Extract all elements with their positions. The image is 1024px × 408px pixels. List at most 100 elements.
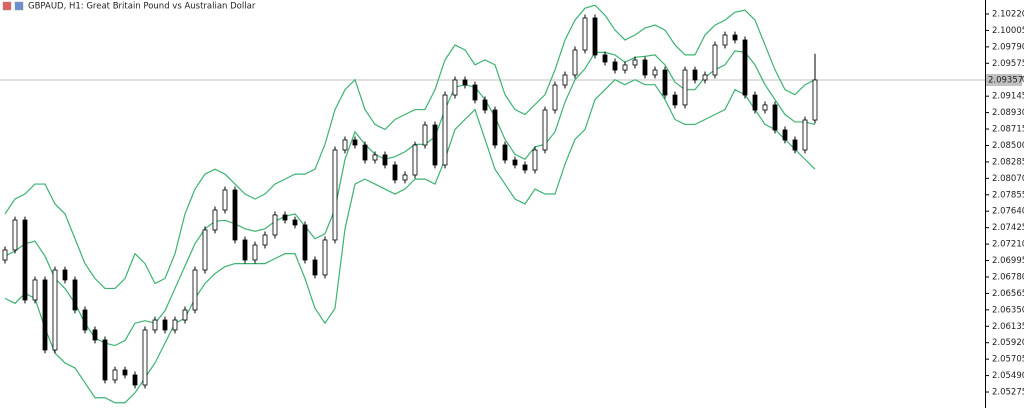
y-tick-label: 2.09575: [992, 59, 1024, 69]
candle-body: [322, 239, 328, 276]
candle-body: [132, 374, 138, 386]
candle-body: [672, 94, 678, 106]
candle-body: [802, 119, 808, 151]
chart-title: GBPAUD, H1: Great Britain Pound vs Austr…: [28, 2, 256, 12]
candle-body: [792, 139, 798, 151]
candle-body: [782, 129, 788, 141]
candle-body: [242, 239, 248, 261]
y-tick-label: 2.06135: [992, 322, 1024, 332]
candle-body: [292, 219, 298, 226]
y-tick-label: 2.07210: [992, 240, 1024, 250]
candle-body: [102, 339, 108, 381]
candle-body: [232, 189, 238, 241]
candle-body: [82, 309, 88, 331]
candle-body: [472, 84, 478, 101]
price-label-box: [986, 73, 1022, 86]
candle-body: [52, 269, 58, 351]
candle-body: [342, 139, 348, 151]
candle-body: [212, 209, 218, 231]
y-tick-label: 2.06350: [992, 305, 1024, 315]
candle-body: [282, 214, 288, 221]
candle-body: [442, 94, 448, 166]
candle-body: [422, 124, 428, 146]
candle-body: [302, 224, 308, 261]
candle-body: [432, 124, 438, 166]
candle-body: [202, 229, 208, 271]
y-tick-label: 2.08285: [992, 157, 1024, 167]
candle-body: [772, 104, 778, 131]
y-tick-label: 2.07640: [992, 207, 1024, 217]
candle-body: [592, 17, 598, 56]
candle-body: [122, 369, 128, 376]
y-tick-label: 2.06780: [992, 272, 1024, 282]
candle-body: [742, 39, 748, 96]
candle-body: [312, 259, 318, 276]
y-tick-label: 2.05705: [992, 355, 1024, 365]
candle-body: [622, 64, 628, 71]
y-tick-label: 2.06565: [992, 289, 1024, 299]
candle-body: [112, 369, 118, 381]
bollinger-band: [4, 4, 816, 290]
y-tick-label: 2.10220: [992, 9, 1024, 19]
bollinger-band: [4, 79, 816, 404]
y-tick-label: 2.05275: [992, 388, 1024, 398]
candle-body: [332, 149, 338, 241]
candle-body: [22, 219, 28, 301]
candle-body: [662, 69, 668, 96]
candle-body: [582, 17, 588, 51]
candle-body: [572, 49, 578, 76]
candle-body: [42, 279, 48, 351]
candle-body: [172, 319, 178, 331]
bollinger-band: [4, 50, 816, 347]
y-tick-label: 2.08070: [992, 174, 1024, 184]
candle-body: [272, 214, 278, 236]
candle-body: [142, 329, 148, 386]
candle-body: [152, 319, 158, 331]
candle-body: [62, 269, 68, 281]
y-tick-label: 2.07855: [992, 190, 1024, 200]
candle-body: [492, 109, 498, 146]
candle-body: [482, 99, 488, 111]
candle-body: [752, 94, 758, 111]
candle-body: [712, 44, 718, 76]
candle-body: [642, 59, 648, 76]
candle-body: [682, 69, 688, 106]
y-tick-label: 2.08715: [992, 125, 1024, 135]
candle-body: [92, 329, 98, 341]
price-label: 2.09357: [988, 75, 1023, 85]
y-tick-label: 2.05920: [992, 338, 1024, 348]
candle-body: [392, 164, 398, 181]
candle-body: [182, 309, 188, 321]
y-tick-label: 2.07425: [992, 223, 1024, 233]
y-tick-label: 2.10005: [992, 26, 1024, 36]
y-tick-label: 2.08930: [992, 108, 1024, 118]
candle-body: [542, 109, 548, 151]
candle-body: [222, 189, 228, 211]
y-tick-label: 2.05490: [992, 371, 1024, 381]
candle-body: [252, 244, 258, 261]
candle-body: [262, 234, 268, 246]
y-tick-label: 2.09790: [992, 42, 1024, 52]
y-tick-label: 2.08500: [992, 141, 1024, 151]
candle-body: [12, 219, 18, 251]
candle-body: [382, 154, 388, 166]
candle-body: [632, 59, 638, 66]
candle-body: [512, 159, 518, 166]
candle-body: [812, 79, 818, 121]
candle-body: [762, 104, 768, 111]
candle-body: [32, 279, 38, 301]
candle-body: [352, 139, 358, 146]
candle-body: [2, 249, 8, 261]
candle-body: [522, 164, 528, 171]
candle-body: [452, 79, 458, 96]
candle-body: [722, 34, 728, 46]
candle-body: [192, 269, 198, 311]
y-tick-label: 2.06995: [992, 256, 1024, 266]
candle-body: [162, 319, 168, 331]
candle-body: [412, 144, 418, 176]
candle-body: [732, 34, 738, 41]
candle-body: [602, 54, 608, 63]
candle-body: [502, 144, 508, 161]
candle-body: [692, 69, 698, 81]
